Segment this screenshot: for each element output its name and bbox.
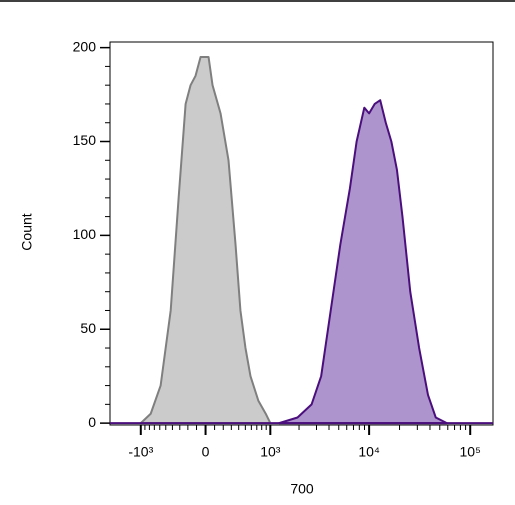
x-tick-label: 0	[202, 444, 210, 460]
x-tick-label: 10⁴	[358, 444, 380, 460]
y-tick-label: 0	[88, 414, 96, 430]
y-tick-label: 100	[73, 226, 97, 242]
x-tick-label: -10³	[128, 444, 153, 460]
y-tick-label: 50	[80, 320, 96, 336]
histogram-area	[139, 56, 272, 425]
histogram-area	[278, 99, 448, 425]
y-tick-label: 200	[73, 38, 97, 54]
y-axis-label: Count	[19, 213, 35, 250]
x-tick-label: 10³	[260, 444, 281, 460]
x-tick-label: 10⁵	[460, 444, 481, 460]
plot-frame	[109, 41, 494, 426]
x-axis-label: 700	[290, 481, 314, 497]
y-tick-label: 150	[73, 132, 97, 148]
